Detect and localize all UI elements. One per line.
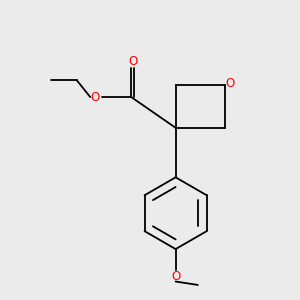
Text: O: O xyxy=(91,91,100,103)
Text: O: O xyxy=(128,55,137,68)
Text: O: O xyxy=(171,270,180,283)
Text: O: O xyxy=(225,76,235,89)
